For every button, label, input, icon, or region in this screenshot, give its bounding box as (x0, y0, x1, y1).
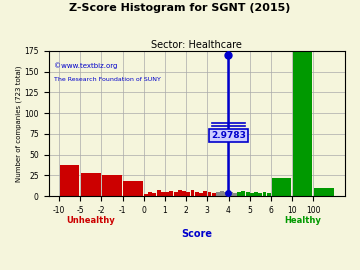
Bar (152, 193, 156, 196)
Bar (242, 191, 245, 196)
Bar (314, 188, 334, 196)
Bar (220, 191, 224, 196)
Bar (293, 51, 312, 196)
Bar (148, 192, 152, 196)
Bar (174, 192, 177, 196)
Text: 2.9783: 2.9783 (211, 131, 246, 140)
Bar (102, 175, 122, 196)
Bar (178, 190, 182, 196)
Bar (165, 192, 169, 196)
X-axis label: Score: Score (181, 229, 212, 239)
Bar (246, 192, 249, 196)
Bar (267, 193, 271, 196)
Bar (229, 192, 233, 196)
Bar (254, 192, 258, 196)
Y-axis label: Number of companies (723 total): Number of companies (723 total) (15, 65, 22, 182)
Bar (81, 173, 100, 196)
Text: The Research Foundation of SUNY: The Research Foundation of SUNY (54, 77, 161, 82)
Bar (161, 192, 165, 196)
Bar (272, 178, 291, 196)
Text: ©www.textbiz.org: ©www.textbiz.org (54, 63, 118, 69)
Bar (157, 190, 161, 196)
Text: Z-Score Histogram for SGNT (2015): Z-Score Histogram for SGNT (2015) (69, 3, 291, 13)
Bar (237, 192, 241, 196)
Bar (186, 192, 190, 196)
Bar (212, 193, 216, 196)
Text: Healthy: Healthy (284, 216, 321, 225)
Bar (123, 181, 143, 196)
Bar (170, 191, 173, 196)
Bar (203, 191, 207, 196)
Bar (262, 192, 266, 196)
Bar (190, 190, 194, 196)
Text: Unhealthy: Unhealthy (67, 216, 115, 225)
Bar (182, 191, 186, 196)
Bar (144, 194, 148, 196)
Bar (233, 193, 237, 196)
Bar (207, 192, 211, 196)
Title: Sector: Healthcare: Sector: Healthcare (151, 40, 242, 50)
Bar (195, 192, 199, 196)
Bar (224, 192, 228, 196)
Bar (60, 165, 80, 196)
Bar (250, 193, 254, 196)
Bar (199, 193, 203, 196)
Bar (258, 193, 262, 196)
Bar (216, 192, 220, 196)
